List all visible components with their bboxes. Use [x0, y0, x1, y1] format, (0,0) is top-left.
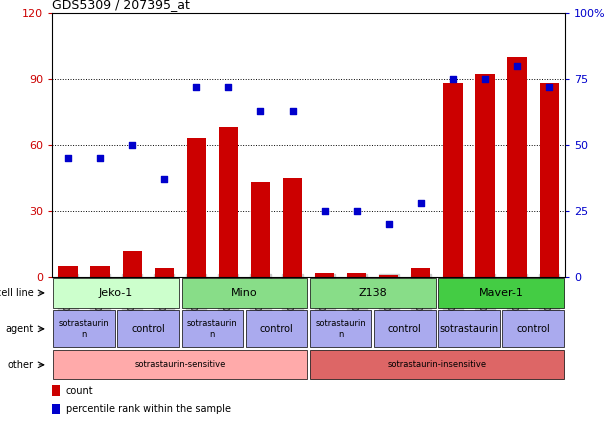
Bar: [283, 178, 302, 277]
Point: [416, 200, 426, 206]
Bar: [181, 310, 243, 347]
Text: cell line: cell line: [0, 288, 34, 298]
Text: sotrastaurin-insensitive: sotrastaurin-insensitive: [387, 360, 486, 369]
Text: GDS5309 / 207395_at: GDS5309 / 207395_at: [52, 0, 190, 11]
Bar: [117, 310, 179, 347]
Point: [127, 142, 137, 148]
Bar: [347, 273, 367, 277]
Bar: [310, 310, 371, 347]
Bar: [507, 57, 527, 277]
Point: [288, 107, 298, 114]
Bar: [90, 266, 110, 277]
Bar: [438, 310, 500, 347]
Point: [191, 83, 201, 90]
Text: Maver-1: Maver-1: [478, 288, 524, 298]
Point: [512, 62, 522, 69]
Bar: [52, 385, 60, 396]
Bar: [310, 350, 564, 379]
Bar: [155, 268, 174, 277]
Bar: [374, 310, 436, 347]
Bar: [53, 278, 179, 308]
Text: control: control: [388, 324, 422, 334]
Text: control: control: [516, 324, 550, 334]
Text: agent: agent: [5, 324, 34, 334]
Text: sotrastaurin
n: sotrastaurin n: [315, 319, 366, 338]
Point: [448, 75, 458, 82]
Point: [159, 176, 169, 183]
Bar: [53, 350, 307, 379]
Point: [255, 107, 265, 114]
Point: [224, 83, 233, 90]
Text: control: control: [260, 324, 293, 334]
Point: [480, 75, 490, 82]
Bar: [181, 278, 307, 308]
Point: [63, 155, 73, 162]
Bar: [187, 138, 206, 277]
Text: count: count: [66, 386, 93, 396]
Text: Mino: Mino: [231, 288, 258, 298]
Bar: [438, 278, 564, 308]
Point: [544, 83, 554, 90]
Point: [384, 221, 393, 228]
Bar: [411, 268, 430, 277]
Bar: [59, 266, 78, 277]
Text: percentile rank within the sample: percentile rank within the sample: [66, 404, 231, 414]
Text: control: control: [131, 324, 165, 334]
Bar: [246, 310, 307, 347]
Bar: [443, 83, 463, 277]
Text: sotrastaurin
n: sotrastaurin n: [187, 319, 238, 338]
Bar: [475, 74, 495, 277]
Point: [352, 208, 362, 214]
Bar: [52, 404, 60, 414]
Text: Z138: Z138: [358, 288, 387, 298]
Bar: [310, 278, 436, 308]
Bar: [53, 310, 115, 347]
Text: other: other: [8, 360, 34, 370]
Point: [95, 155, 105, 162]
Point: [320, 208, 329, 214]
Text: sotrastaurin-sensitive: sotrastaurin-sensitive: [134, 360, 226, 369]
Bar: [315, 273, 334, 277]
Bar: [219, 127, 238, 277]
Bar: [379, 275, 398, 277]
Bar: [502, 310, 564, 347]
Text: Jeko-1: Jeko-1: [99, 288, 133, 298]
Text: sotrastaurin: sotrastaurin: [439, 324, 499, 334]
Text: sotrastaurin
n: sotrastaurin n: [59, 319, 109, 338]
Bar: [540, 83, 558, 277]
Bar: [251, 182, 270, 277]
Bar: [122, 250, 142, 277]
